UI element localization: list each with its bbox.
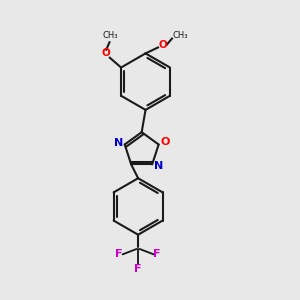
Text: N: N	[114, 138, 123, 148]
Text: O: O	[102, 48, 111, 58]
Text: CH₃: CH₃	[172, 32, 188, 40]
Text: F: F	[134, 264, 142, 274]
Text: N: N	[154, 161, 163, 171]
Text: F: F	[115, 249, 123, 259]
Text: F: F	[153, 249, 161, 259]
Text: CH₃: CH₃	[103, 31, 118, 40]
Text: O: O	[160, 137, 170, 147]
Text: O: O	[158, 40, 167, 50]
